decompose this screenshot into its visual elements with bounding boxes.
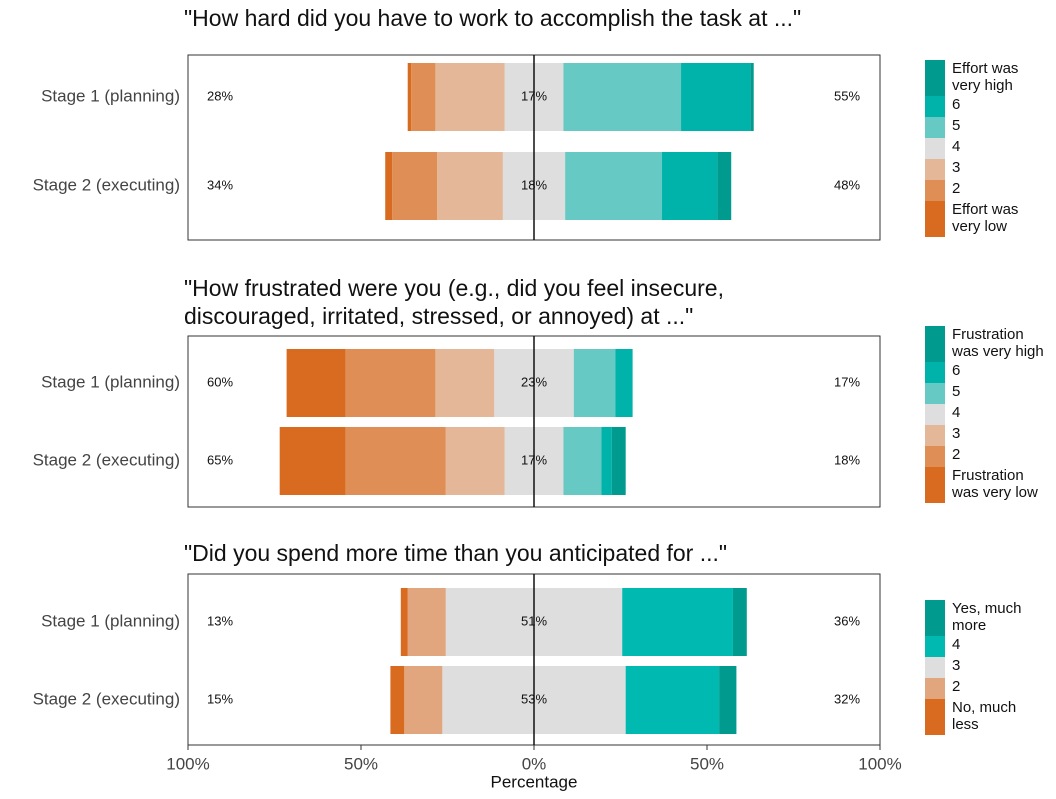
bar-segment <box>563 63 682 131</box>
legend-swatch <box>925 657 945 678</box>
bar-segment <box>563 427 602 495</box>
category-label: Stage 1 (planning) <box>41 86 180 105</box>
percent-label: 65% <box>207 452 233 467</box>
legend-label: 3 <box>952 159 960 176</box>
percent-label: 13% <box>207 613 233 628</box>
legend-label: Effort was very low <box>952 201 1018 235</box>
bar-segment <box>750 63 754 131</box>
bar-segment <box>407 63 412 131</box>
legend-swatch <box>925 636 945 657</box>
percent-label: 17% <box>834 374 860 389</box>
bar-segment <box>400 588 408 656</box>
legend-label: Frustration was very low <box>951 467 1038 501</box>
bar-segment <box>565 152 663 220</box>
legend-swatch <box>925 425 945 446</box>
x-tick-label: 0% <box>522 754 547 773</box>
legend-label: 4 <box>952 636 960 653</box>
legend-swatch <box>925 404 945 425</box>
bar-segment <box>573 349 616 417</box>
legend-label: 6 <box>952 362 960 379</box>
bar-segment <box>286 349 346 417</box>
bar-segment <box>279 427 346 495</box>
percent-label: 18% <box>834 452 860 467</box>
percent-label: 15% <box>207 691 233 706</box>
bar-segment <box>435 63 505 131</box>
bar-segment <box>345 427 446 495</box>
bar-segment <box>390 666 405 734</box>
bar-segment <box>662 152 718 220</box>
legend-label: Frustration was very high <box>951 326 1044 360</box>
legend-label: 4 <box>952 138 960 155</box>
legend-swatch <box>925 600 945 636</box>
legend-swatch <box>925 699 945 735</box>
bar-segment <box>385 152 393 220</box>
category-label: Stage 2 (executing) <box>33 450 180 469</box>
bar-segment <box>435 349 495 417</box>
legend-label: 2 <box>952 678 960 695</box>
bar-segment <box>622 588 733 656</box>
legend-swatch <box>925 180 945 201</box>
bar-segment <box>625 666 720 734</box>
legend-swatch <box>925 467 945 503</box>
legend-swatch <box>925 678 945 699</box>
percent-label: 60% <box>207 374 233 389</box>
x-tick-label: 50% <box>690 754 724 773</box>
percent-label: 28% <box>207 88 233 103</box>
legend-label: 2 <box>952 446 960 463</box>
legend-label: 2 <box>952 180 960 197</box>
percent-label: 32% <box>834 691 860 706</box>
legend-swatch <box>925 326 945 362</box>
x-tick-label: 100% <box>166 754 209 773</box>
category-label: Stage 2 (executing) <box>33 175 180 194</box>
percent-label: 55% <box>834 88 860 103</box>
legend-label: 5 <box>952 117 960 134</box>
bar-segment <box>719 666 737 734</box>
chart-title: "Did you spend more time than you antici… <box>184 540 727 566</box>
legend-swatch <box>925 159 945 180</box>
percent-label: 34% <box>207 177 233 192</box>
legend-label: 6 <box>952 96 960 113</box>
legend-label: Yes, much more <box>952 600 1022 634</box>
chart-title: "How hard did you have to work to accomp… <box>184 5 801 31</box>
chart-title: "How frustrated were you (e.g., did you … <box>184 275 724 329</box>
bar-segment <box>681 63 751 131</box>
bar-segment <box>611 427 626 495</box>
category-label: Stage 2 (executing) <box>33 689 180 708</box>
bar-segment <box>407 588 446 656</box>
percent-label: 48% <box>834 177 860 192</box>
legend-swatch <box>925 138 945 159</box>
legend-label: No, much less <box>952 699 1016 733</box>
bar-segment <box>404 666 443 734</box>
legend-swatch <box>925 60 945 96</box>
legend-swatch <box>925 383 945 404</box>
x-tick-label: 100% <box>858 754 901 773</box>
bar-segment <box>717 152 732 220</box>
percent-label: 36% <box>834 613 860 628</box>
legend-label: 3 <box>952 425 960 442</box>
bar-segment <box>437 152 503 220</box>
legend-label: 3 <box>952 657 960 674</box>
legend-swatch <box>925 117 945 138</box>
category-label: Stage 1 (planning) <box>41 611 180 630</box>
legend-label: 4 <box>952 404 960 421</box>
bar-segment <box>345 349 436 417</box>
category-label: Stage 1 (planning) <box>41 372 180 391</box>
x-tick-label: 50% <box>344 754 378 773</box>
legend-swatch <box>925 201 945 237</box>
bar-segment <box>445 427 505 495</box>
legend-label: Effort was very high <box>952 60 1018 94</box>
legend-swatch <box>925 446 945 467</box>
bar-segment <box>615 349 633 417</box>
bar-segment <box>601 427 612 495</box>
x-axis-title: Percentage <box>491 772 578 791</box>
bar-segment <box>392 152 438 220</box>
legend-swatch <box>925 362 945 383</box>
legend-label: 5 <box>952 383 960 400</box>
legend-swatch <box>925 96 945 117</box>
bar-segment <box>732 588 747 656</box>
bar-segment <box>411 63 436 131</box>
